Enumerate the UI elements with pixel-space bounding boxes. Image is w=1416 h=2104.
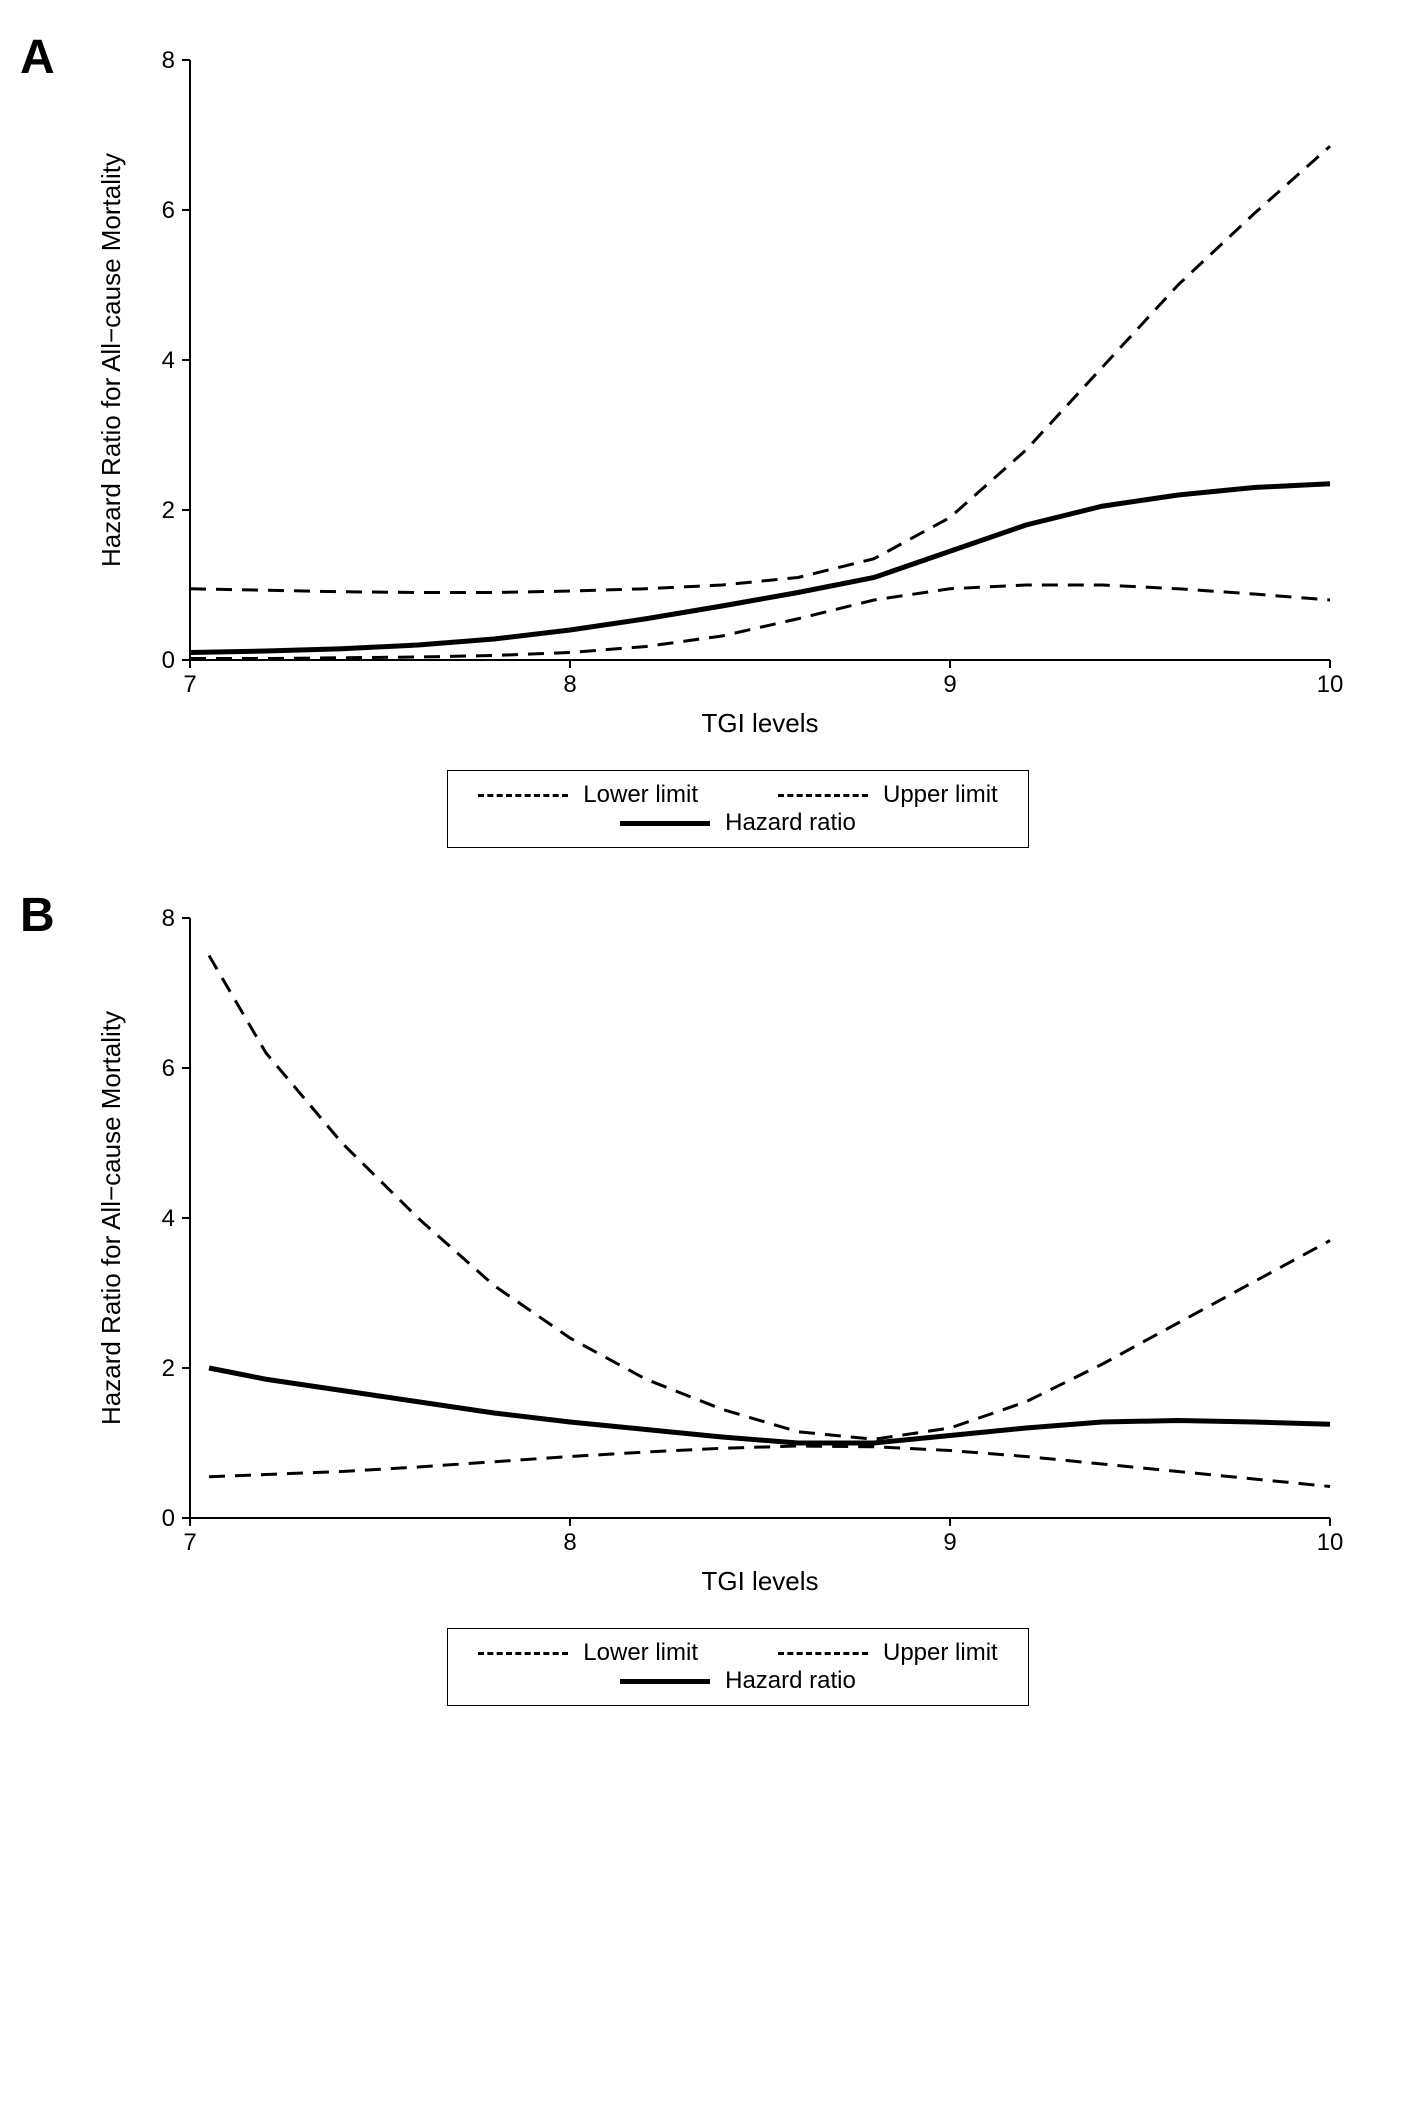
legend-label: Lower limit [583,1639,698,1667]
solid-line-icon [620,1679,710,1684]
legend-item-upper: Upper limit [778,781,998,809]
figure-container: A 0 2 4 6 8 7 8 9 10 TGI levels Hazard Ratio for A… [20,30,1396,1706]
svg-text:10: 10 [1317,671,1344,698]
legend-label: Upper limit [883,1639,998,1667]
panel-b: B 0 2 4 6 8 7 8 9 10 TGI levels Hazard Ratio for A… [20,888,1396,1706]
legend-label: Lower limit [583,781,698,809]
panel-a-chart: 0 2 4 6 8 7 8 9 10 TGI levels Hazard Ratio for All… [80,30,1360,750]
svg-text:4: 4 [162,1205,175,1232]
svg-text:8: 8 [162,47,175,74]
svg-text:8: 8 [563,671,576,698]
panel-b-chart-wrap: 0 2 4 6 8 7 8 9 10 TGI levels Hazard Ratio for All… [80,888,1396,1706]
svg-text:8: 8 [162,905,175,932]
svg-text:2: 2 [162,1355,175,1382]
panel-b-legend: Lower limit Upper limit Hazard ratio [447,1628,1028,1706]
svg-text:Hazard Ratio for All−cause Mor: Hazard Ratio for All−cause Mortality [96,1011,126,1425]
svg-text:6: 6 [162,197,175,224]
dashed-line-icon [478,1652,568,1655]
svg-text:0: 0 [162,1505,175,1532]
svg-text:7: 7 [183,1529,196,1556]
legend-label: Upper limit [883,781,998,809]
svg-text:2: 2 [162,497,175,524]
dashed-line-icon [778,794,868,797]
svg-text:8: 8 [563,1529,576,1556]
panel-a-chart-wrap: 0 2 4 6 8 7 8 9 10 TGI levels Hazard Ratio for All… [80,30,1396,848]
legend-item-hazard: Hazard ratio [620,809,856,837]
svg-text:9: 9 [943,1529,956,1556]
svg-text:10: 10 [1317,1529,1344,1556]
panel-a-label: A [20,30,55,85]
legend-item-upper: Upper limit [778,1639,998,1667]
legend-item-hazard: Hazard ratio [620,1667,856,1695]
dashed-line-icon [478,794,568,797]
legend-item-lower: Lower limit [478,781,698,809]
svg-text:6: 6 [162,1055,175,1082]
svg-text:TGI levels: TGI levels [701,1566,818,1596]
svg-text:0: 0 [162,647,175,674]
svg-text:Hazard Ratio for All−cause Mor: Hazard Ratio for All−cause Mortality [96,153,126,567]
legend-label: Hazard ratio [725,1667,856,1695]
panel-b-chart: 0 2 4 6 8 7 8 9 10 TGI levels Hazard Ratio for All… [80,888,1360,1608]
panel-a: A 0 2 4 6 8 7 8 9 10 TGI levels Hazard Ratio for A… [20,30,1396,848]
legend-item-lower: Lower limit [478,1639,698,1667]
svg-text:9: 9 [943,671,956,698]
svg-text:7: 7 [183,671,196,698]
solid-line-icon [620,821,710,826]
svg-text:TGI levels: TGI levels [701,708,818,738]
panel-a-legend: Lower limit Upper limit Hazard ratio [447,770,1028,848]
legend-label: Hazard ratio [725,809,856,837]
svg-text:4: 4 [162,347,175,374]
dashed-line-icon [778,1652,868,1655]
panel-b-label: B [20,888,55,943]
